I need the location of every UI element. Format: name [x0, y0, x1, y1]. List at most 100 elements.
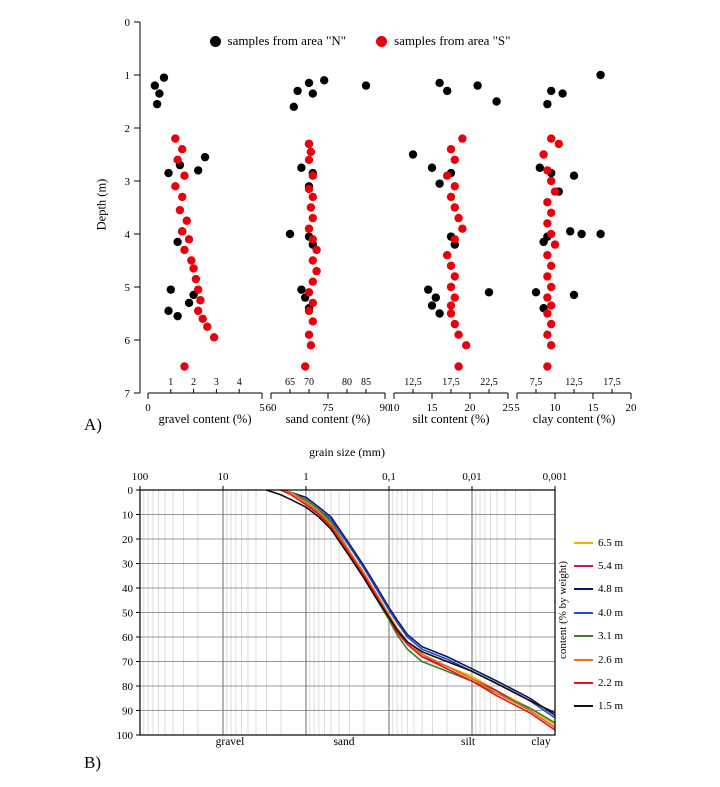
svg-text:17,5: 17,5: [603, 377, 621, 388]
svg-text:40: 40: [122, 583, 134, 595]
svg-text:20: 20: [626, 402, 638, 414]
legend-item-4-0m: 4.0 m: [574, 601, 623, 624]
panel-b-legend: 6.5 m 5.4 m 4.8 m 4.0 m 3.1 m 2.6 m 2.2 …: [574, 531, 623, 718]
svg-text:3: 3: [125, 176, 131, 188]
svg-text:50: 50: [122, 608, 134, 620]
svg-text:0,01: 0,01: [462, 471, 481, 483]
xlabel-sand: sand content (%): [285, 412, 371, 426]
svg-text:15: 15: [427, 402, 439, 414]
svg-text:30: 30: [122, 559, 134, 571]
xlabel-clay: clay content (%): [532, 412, 616, 426]
legend-item-area-n: samples from area "N": [209, 33, 347, 49]
curve-4.0m: [280, 489, 556, 719]
panel-a-legend: samples from area "N" samples from area …: [0, 33, 720, 49]
curve-2.2m: [280, 489, 556, 731]
svg-text:10: 10: [218, 471, 230, 483]
svg-text:5: 5: [259, 402, 265, 414]
content-ticks: 0 10 20 30 40 50 60 70 80 90 100: [117, 485, 140, 742]
svg-text:1: 1: [303, 471, 309, 483]
grid: [140, 490, 555, 735]
svg-text:4: 4: [125, 229, 131, 241]
region-label-clay: clay: [531, 736, 551, 748]
legend-dot-s-icon: [376, 35, 388, 47]
legend-line-icon: [574, 565, 593, 568]
svg-text:25: 25: [503, 402, 515, 414]
svg-text:4: 4: [237, 377, 242, 388]
subplot-1: 60 75 90 65 70 80 85: [266, 76, 392, 414]
svg-text:65: 65: [285, 377, 295, 388]
svg-text:0,001: 0,001: [543, 471, 568, 483]
svg-text:80: 80: [342, 377, 352, 388]
svg-text:10: 10: [550, 402, 562, 414]
svg-text:5: 5: [514, 402, 520, 414]
svg-text:60: 60: [122, 632, 134, 644]
svg-text:10: 10: [122, 510, 134, 522]
curve-1.5m: [266, 489, 556, 714]
svg-text:70: 70: [122, 657, 134, 669]
svg-text:60: 60: [266, 402, 278, 414]
svg-text:2: 2: [191, 377, 196, 388]
legend-item-1-5m: 1.5 m: [574, 695, 623, 718]
svg-text:85: 85: [361, 377, 371, 388]
legend-line-icon: [574, 635, 593, 638]
region-label-silt: silt: [460, 736, 476, 748]
legend-line-icon: [574, 588, 593, 591]
legend-item-3-1m: 3.1 m: [574, 625, 623, 648]
svg-text:12,5: 12,5: [404, 377, 422, 388]
svg-text:100: 100: [132, 471, 149, 483]
svg-text:80: 80: [122, 681, 134, 693]
svg-text:100: 100: [117, 730, 134, 742]
legend-label-n: samples from area "N": [227, 33, 347, 48]
legend-line-icon: [574, 541, 593, 544]
legend-label-s: samples from area "S": [394, 33, 511, 48]
panel-a-letter: A): [84, 415, 102, 434]
svg-text:22,5: 22,5: [480, 377, 498, 388]
svg-text:20: 20: [465, 402, 477, 414]
legend-item-2-6m: 2.6 m: [574, 648, 623, 671]
region-label-gravel: gravel: [215, 736, 245, 748]
svg-text:15: 15: [588, 402, 600, 414]
svg-text:7: 7: [125, 388, 131, 400]
grain-size-ticks: 100 10 1 0,1 0,01 0,001: [132, 471, 568, 490]
curve-2.6m: [280, 489, 556, 729]
subplot-2: 10 15 20 25 12,5 17,5 22,5: [389, 78, 515, 414]
svg-text:90: 90: [380, 402, 392, 414]
legend-item-area-s: samples from area "S": [376, 33, 510, 49]
svg-text:0,1: 0,1: [382, 471, 396, 483]
legend-line-icon: [574, 658, 593, 661]
svg-text:12,5: 12,5: [565, 377, 583, 388]
svg-text:1: 1: [168, 377, 173, 388]
svg-text:90: 90: [122, 706, 134, 718]
xlabel-gravel: gravel content (%): [158, 412, 252, 426]
legend-dot-n-icon: [209, 35, 221, 47]
svg-text:10: 10: [389, 402, 401, 414]
panel-b-letter: B): [84, 753, 101, 772]
svg-text:17,5: 17,5: [442, 377, 460, 388]
svg-text:6: 6: [125, 335, 131, 347]
svg-text:20: 20: [122, 534, 134, 546]
svg-text:0: 0: [125, 17, 131, 29]
curve-3.1m: [280, 489, 556, 724]
curve-4.8m: [280, 489, 556, 717]
svg-text:2: 2: [125, 123, 131, 135]
legend-item-6-5m: 6.5 m: [574, 531, 623, 554]
subplot-3: 5 10 15 20 7,5 12,5 17,5: [514, 70, 638, 414]
depth-axis: 0 1 2 3 4 5 6 7: [125, 17, 141, 400]
content-axis-label: content (% by weight): [557, 560, 569, 660]
subplot-0: 0 5 1 2 3 4: [145, 73, 265, 414]
svg-text:75: 75: [323, 402, 335, 414]
svg-text:3: 3: [214, 377, 219, 388]
svg-text:7,5: 7,5: [530, 377, 543, 388]
svg-text:70: 70: [304, 377, 314, 388]
xlabel-silt: silt content (%): [412, 412, 490, 426]
grain-size-curves: [266, 489, 556, 731]
svg-text:0: 0: [128, 485, 134, 497]
legend-line-icon: [574, 611, 593, 614]
legend-item-4-8m: 4.8 m: [574, 578, 623, 601]
legend-line-icon: [574, 682, 593, 685]
legend-line-icon: [574, 705, 593, 708]
svg-text:5: 5: [125, 282, 131, 294]
svg-text:1: 1: [125, 70, 131, 82]
